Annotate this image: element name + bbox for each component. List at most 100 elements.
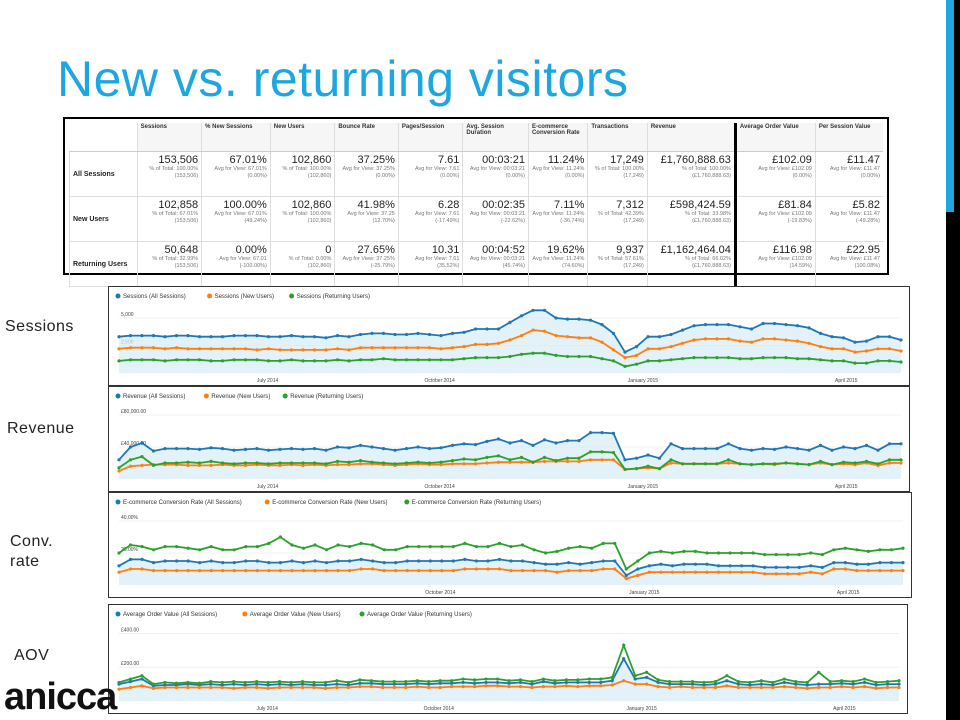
data-point[interactable] bbox=[680, 341, 685, 345]
data-point[interactable] bbox=[899, 338, 903, 342]
data-point[interactable] bbox=[623, 350, 627, 354]
data-point[interactable] bbox=[163, 569, 167, 573]
data-point[interactable] bbox=[507, 681, 511, 685]
data-point[interactable] bbox=[463, 541, 467, 545]
data-point[interactable] bbox=[897, 682, 901, 686]
data-point[interactable] bbox=[725, 674, 729, 678]
data-point[interactable] bbox=[554, 334, 558, 338]
data-point[interactable] bbox=[416, 331, 420, 335]
data-point[interactable] bbox=[186, 546, 190, 550]
data-point[interactable] bbox=[289, 358, 294, 362]
data-point[interactable] bbox=[876, 335, 880, 339]
data-point[interactable] bbox=[370, 358, 374, 362]
data-point[interactable] bbox=[405, 545, 409, 549]
data-point[interactable] bbox=[174, 685, 178, 690]
data-point[interactable] bbox=[774, 572, 778, 576]
data-point[interactable] bbox=[359, 557, 363, 561]
data-point[interactable] bbox=[427, 685, 431, 690]
data-point[interactable] bbox=[198, 548, 202, 552]
data-point[interactable] bbox=[439, 347, 443, 351]
legend-entry[interactable]: Revenue (All Sessions) bbox=[123, 394, 185, 400]
data-point[interactable] bbox=[496, 437, 501, 441]
data-point[interactable] bbox=[613, 567, 617, 571]
data-point[interactable] bbox=[313, 543, 317, 547]
data-point[interactable] bbox=[543, 569, 548, 573]
data-point[interactable] bbox=[901, 546, 905, 550]
data-point[interactable] bbox=[243, 347, 248, 351]
data-point[interactable] bbox=[611, 431, 616, 435]
data-point[interactable] bbox=[874, 686, 878, 690]
data-point[interactable] bbox=[347, 559, 352, 563]
data-point[interactable] bbox=[128, 346, 133, 350]
data-point[interactable] bbox=[805, 686, 809, 690]
data-point[interactable] bbox=[394, 561, 398, 565]
data-point[interactable] bbox=[657, 335, 662, 339]
data-point[interactable] bbox=[486, 567, 490, 571]
data-point[interactable] bbox=[576, 685, 580, 689]
data-point[interactable] bbox=[128, 567, 133, 571]
data-point[interactable] bbox=[450, 459, 455, 463]
data-point[interactable] bbox=[763, 572, 767, 576]
data-point[interactable] bbox=[531, 460, 535, 464]
data-point[interactable] bbox=[577, 354, 581, 359]
data-point[interactable] bbox=[312, 683, 316, 687]
data-point[interactable] bbox=[600, 450, 604, 454]
data-point[interactable] bbox=[864, 349, 869, 353]
data-point[interactable] bbox=[151, 682, 156, 686]
data-point[interactable] bbox=[278, 447, 282, 451]
data-point[interactable] bbox=[382, 569, 386, 573]
data-point[interactable] bbox=[611, 458, 616, 462]
data-point[interactable] bbox=[624, 567, 628, 571]
data-point[interactable] bbox=[243, 683, 247, 687]
data-point[interactable] bbox=[853, 340, 857, 344]
data-point[interactable] bbox=[117, 347, 121, 351]
data-point[interactable] bbox=[795, 447, 800, 451]
data-point[interactable] bbox=[439, 460, 443, 464]
data-point[interactable] bbox=[313, 559, 317, 563]
data-point[interactable] bbox=[520, 543, 525, 547]
data-point[interactable] bbox=[417, 559, 421, 563]
data-point[interactable] bbox=[818, 358, 823, 362]
data-point[interactable] bbox=[817, 685, 821, 690]
data-point[interactable] bbox=[705, 551, 709, 555]
data-point[interactable] bbox=[347, 463, 351, 467]
data-point[interactable] bbox=[600, 340, 604, 344]
data-point[interactable] bbox=[622, 657, 626, 661]
data-point[interactable] bbox=[885, 679, 890, 684]
data-point[interactable] bbox=[843, 561, 847, 565]
data-point[interactable] bbox=[370, 346, 374, 350]
data-point[interactable] bbox=[554, 441, 558, 445]
data-point[interactable] bbox=[221, 548, 225, 552]
data-point[interactable] bbox=[415, 681, 419, 685]
data-point[interactable] bbox=[795, 462, 800, 466]
data-point[interactable] bbox=[738, 357, 742, 361]
data-point[interactable] bbox=[599, 684, 603, 688]
data-point[interactable] bbox=[590, 561, 594, 565]
data-point[interactable] bbox=[232, 448, 236, 452]
data-point[interactable] bbox=[797, 565, 801, 569]
data-point[interactable] bbox=[623, 364, 627, 368]
data-point[interactable] bbox=[140, 557, 144, 561]
data-point[interactable] bbox=[174, 461, 179, 465]
data-point[interactable] bbox=[289, 334, 294, 338]
data-point[interactable] bbox=[232, 548, 236, 552]
data-point[interactable] bbox=[450, 358, 455, 362]
data-point[interactable] bbox=[703, 337, 708, 341]
data-point[interactable] bbox=[290, 559, 294, 563]
data-point[interactable] bbox=[495, 684, 500, 688]
data-point[interactable] bbox=[485, 342, 489, 346]
data-point[interactable] bbox=[682, 549, 686, 553]
legend-entry[interactable]: E-commerce Conversion Rate (New Users) bbox=[272, 500, 387, 506]
data-point[interactable] bbox=[587, 677, 591, 681]
data-point[interactable] bbox=[267, 569, 271, 573]
data-point[interactable] bbox=[774, 553, 778, 557]
data-point[interactable] bbox=[874, 683, 878, 687]
data-point[interactable] bbox=[140, 545, 144, 549]
data-point[interactable] bbox=[117, 551, 121, 555]
data-point[interactable] bbox=[128, 334, 133, 338]
column-header[interactable]: Per Session Value bbox=[814, 123, 883, 152]
data-point[interactable] bbox=[623, 356, 627, 360]
data-point[interactable] bbox=[716, 551, 721, 555]
data-point[interactable] bbox=[657, 359, 662, 363]
data-point[interactable] bbox=[255, 334, 259, 338]
